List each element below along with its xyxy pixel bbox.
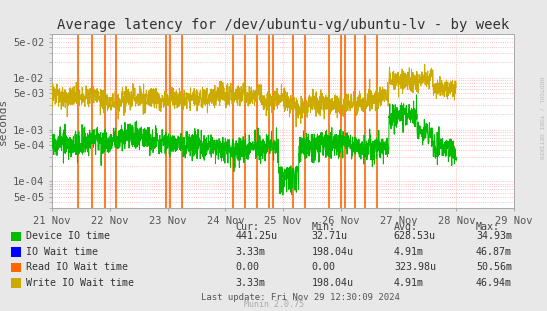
Text: 4.91m: 4.91m [394,278,424,288]
Text: Max:: Max: [476,222,500,232]
Text: Write IO Wait time: Write IO Wait time [26,278,134,288]
Text: 0.00: 0.00 [312,262,336,272]
Text: 46.87m: 46.87m [476,247,512,257]
Text: Min:: Min: [312,222,336,232]
Text: IO Wait time: IO Wait time [26,247,98,257]
Text: 34.93m: 34.93m [476,231,512,241]
Text: 32.71u: 32.71u [312,231,348,241]
Text: Last update: Fri Nov 29 12:30:09 2024: Last update: Fri Nov 29 12:30:09 2024 [201,293,400,302]
Text: 3.33m: 3.33m [235,247,265,257]
Text: 441.25u: 441.25u [235,231,277,241]
Text: Munin 2.0.75: Munin 2.0.75 [243,300,304,309]
Text: Read IO Wait time: Read IO Wait time [26,262,128,272]
Text: 50.56m: 50.56m [476,262,512,272]
Text: RRDTOOL / TOBI OETIKER: RRDTOOL / TOBI OETIKER [538,77,543,160]
Text: 323.98u: 323.98u [394,262,436,272]
Text: 198.04u: 198.04u [312,278,354,288]
Text: Device IO time: Device IO time [26,231,110,241]
Text: Cur:: Cur: [235,222,259,232]
Text: 198.04u: 198.04u [312,247,354,257]
Y-axis label: seconds: seconds [0,98,8,145]
Text: Avg:: Avg: [394,222,418,232]
Text: 46.94m: 46.94m [476,278,512,288]
Title: Average latency for /dev/ubuntu-vg/ubuntu-lv - by week: Average latency for /dev/ubuntu-vg/ubunt… [57,18,509,32]
Text: 0.00: 0.00 [235,262,259,272]
Text: 628.53u: 628.53u [394,231,436,241]
Text: 4.91m: 4.91m [394,247,424,257]
Text: 3.33m: 3.33m [235,278,265,288]
